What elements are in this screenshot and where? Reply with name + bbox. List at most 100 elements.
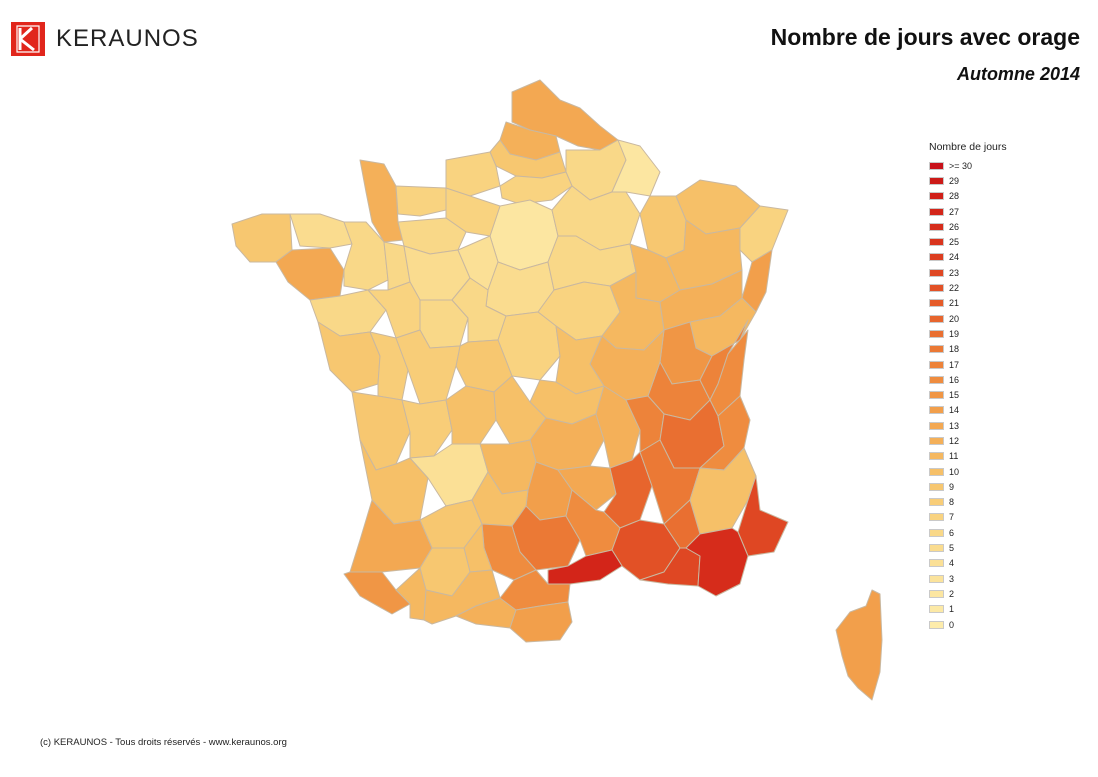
legend-swatch	[929, 222, 944, 231]
copyright-footer: (c) KERAUNOS - Tous droits réservés - ww…	[40, 737, 287, 748]
region-charente	[401, 399, 453, 459]
legend-item: 22	[929, 280, 1039, 295]
legend-swatch	[929, 360, 944, 369]
legend-swatch	[929, 574, 944, 583]
legend-swatch	[929, 620, 944, 629]
map-title: Nombre de jours avec orage	[770, 24, 1080, 50]
legend-swatch	[929, 406, 944, 415]
map-subtitle: Automne 2014	[956, 64, 1080, 84]
legend-item: 7	[929, 510, 1039, 525]
legend-item: 2	[929, 586, 1039, 601]
legend-label: 25	[949, 237, 960, 248]
region-haute-vienne	[445, 385, 497, 445]
legend-swatch	[929, 207, 944, 216]
region-meuse	[639, 195, 687, 259]
legend-label: 12	[949, 435, 960, 446]
legend-item: 3	[929, 571, 1039, 586]
legend-swatch	[929, 329, 944, 338]
legend-swatch	[929, 268, 944, 277]
legend-item: 18	[929, 342, 1039, 357]
legend-item: 27	[929, 204, 1039, 219]
region-ardennes	[611, 139, 661, 197]
legend-swatch	[929, 299, 944, 308]
legend-label: 15	[949, 390, 960, 401]
legend-item: 8	[929, 495, 1039, 510]
region-var	[685, 527, 749, 597]
legend-swatch	[929, 498, 944, 507]
region-finistere	[231, 213, 293, 263]
legend-swatch	[929, 176, 944, 185]
legend-label: 22	[949, 283, 960, 294]
legend-item: 23	[929, 265, 1039, 280]
legend-label: >= 30	[949, 160, 973, 171]
region-haut-rhin	[741, 249, 773, 313]
legend-item: 10	[929, 464, 1039, 479]
legend-label: 24	[949, 252, 960, 263]
legend-item: 28	[929, 189, 1039, 204]
legend-label: 17	[949, 359, 960, 370]
legend-swatch	[929, 544, 944, 553]
legend-item: 14	[929, 403, 1039, 418]
keraunos-logo: KERAUNOS	[11, 22, 199, 56]
legend-label: 4	[949, 558, 955, 569]
legend-label: 0	[949, 619, 955, 630]
region-vienne	[395, 329, 461, 405]
legend-label: 16	[949, 374, 960, 385]
legend-label: 7	[949, 512, 955, 523]
legend-swatch	[929, 513, 944, 522]
region-charente-maritime	[351, 391, 411, 471]
region-morbihan	[275, 247, 345, 301]
legend-label: 10	[949, 466, 960, 477]
legend-label: 2	[949, 588, 955, 599]
region-seine-maritime	[445, 151, 501, 197]
legend-swatch	[929, 436, 944, 445]
legend-item: 9	[929, 479, 1039, 494]
region-cotes-d-armor	[289, 213, 353, 249]
region-hautes-pyrenees	[395, 567, 427, 621]
legend-item: 25	[929, 234, 1039, 249]
legend-item: 29	[929, 173, 1039, 188]
legend-swatch	[929, 161, 944, 170]
legend-item: 19	[929, 326, 1039, 341]
legend-swatch	[929, 238, 944, 247]
legend-swatch	[929, 452, 944, 461]
legend-label: 27	[949, 206, 960, 217]
legend-item: 24	[929, 250, 1039, 265]
legend-item: 21	[929, 296, 1039, 311]
region-corse	[835, 589, 883, 701]
legend-item: 15	[929, 387, 1039, 402]
legend-label: 29	[949, 175, 960, 186]
legend-label: 13	[949, 420, 960, 431]
legend-label: 26	[949, 221, 960, 232]
legend-item: 11	[929, 449, 1039, 464]
legend-swatch	[929, 345, 944, 354]
legend-label: 28	[949, 191, 960, 202]
legend-item: 20	[929, 311, 1039, 326]
legend-swatch	[929, 253, 944, 262]
legend-label: 6	[949, 527, 955, 538]
legend-label: 5	[949, 543, 955, 554]
legend-item: 17	[929, 357, 1039, 372]
legend-label: 23	[949, 267, 960, 278]
legend-item: >= 30	[929, 158, 1039, 173]
legend-swatch	[929, 589, 944, 598]
legend: Nombre de jours >= 30 29 28 27 26 25 24 23 22 21 2…	[929, 141, 1039, 632]
region-ile-de-france	[489, 199, 559, 271]
brand-name: KERAUNOS	[56, 25, 199, 52]
legend-swatch	[929, 528, 944, 537]
legend-swatch	[929, 421, 944, 430]
legend-label: 14	[949, 405, 960, 416]
legend-label: 1	[949, 604, 955, 615]
keraunos-logo-icon	[11, 22, 45, 56]
legend-swatch	[929, 467, 944, 476]
legend-swatch	[929, 284, 944, 293]
legend-title: Nombre de jours	[929, 141, 1007, 153]
legend-swatch	[929, 192, 944, 201]
legend-label: 9	[949, 481, 955, 492]
legend-item: 26	[929, 219, 1039, 234]
legend-label: 21	[949, 298, 960, 309]
legend-item: 6	[929, 525, 1039, 540]
legend-label: 19	[949, 328, 960, 339]
region-calvados	[395, 185, 447, 217]
